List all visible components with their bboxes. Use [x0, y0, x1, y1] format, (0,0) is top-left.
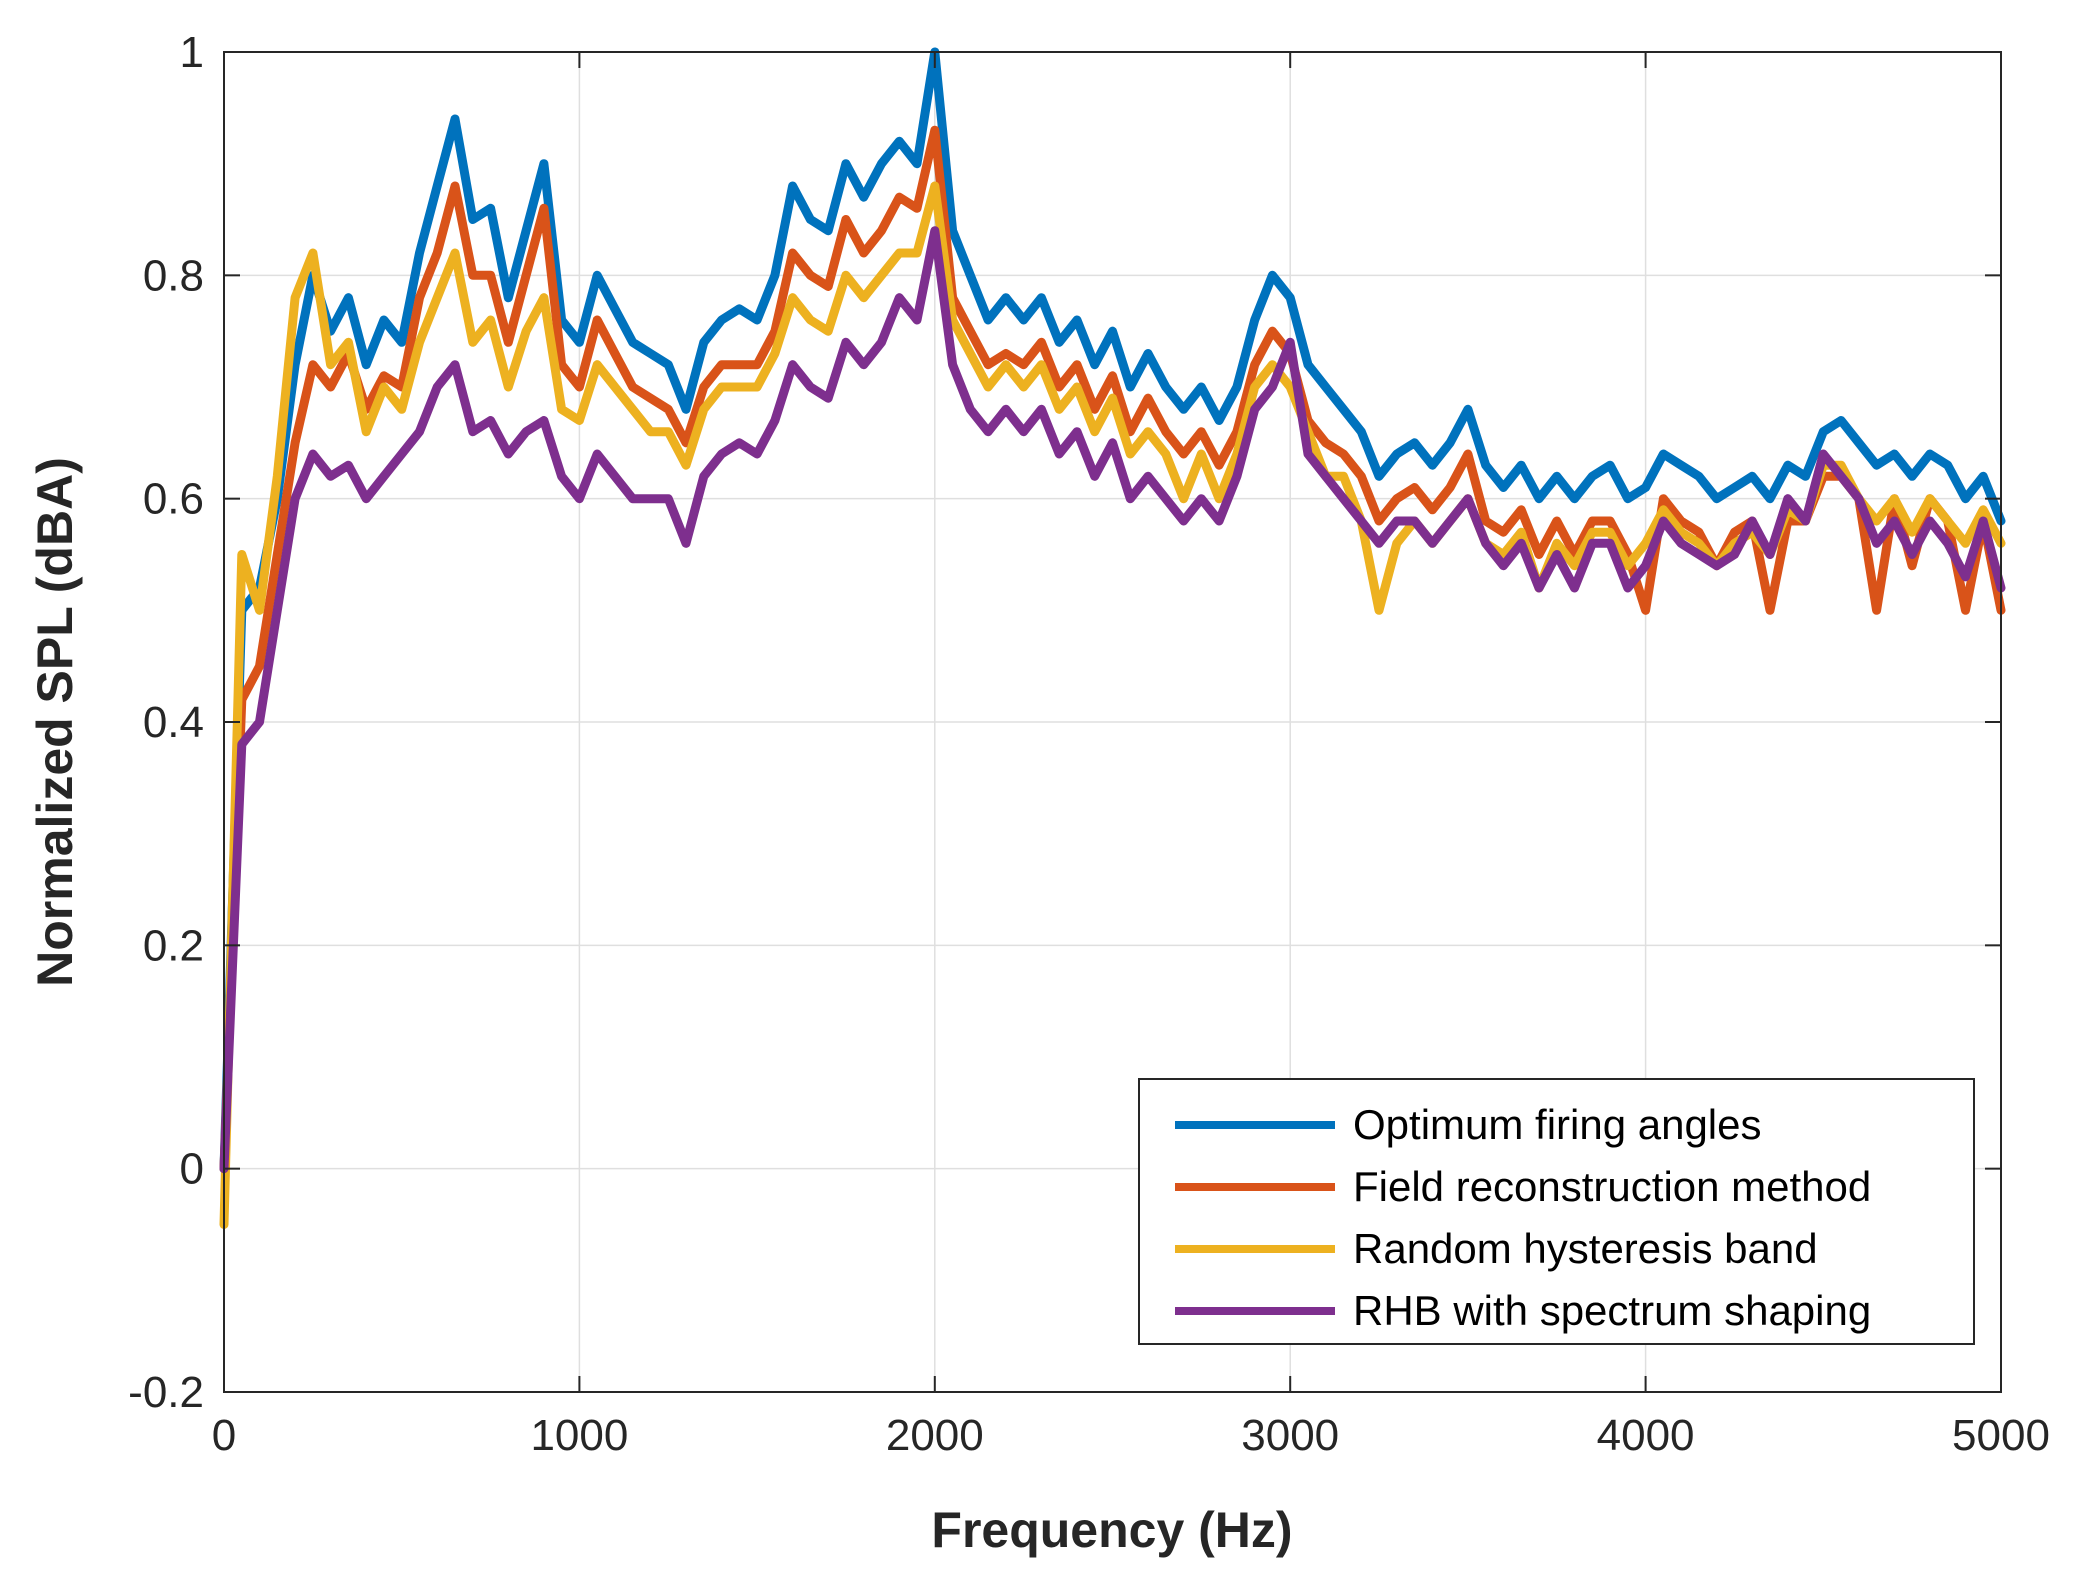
legend-label-optimum-firing-angles: Optimum firing angles: [1353, 1101, 1762, 1148]
series-line-rhb-with-spectrum-shaping: [219, 226, 2006, 1174]
series-line-field-reconstruction-method: [219, 125, 2006, 1174]
y-tick-label: 0.6: [143, 475, 204, 524]
legend-label-field-reconstruction-method: Field reconstruction method: [1353, 1163, 1871, 1210]
y-tick-label: -0.2: [128, 1368, 204, 1417]
x-tick-label: 2000: [886, 1411, 984, 1460]
x-tick-label: 5000: [1952, 1411, 2050, 1460]
legend-label-rhb-with-spectrum-shaping: RHB with spectrum shaping: [1353, 1287, 1871, 1334]
y-tick-label: 0: [180, 1145, 204, 1194]
series-lines: [219, 47, 2006, 1229]
x-tick-label: 4000: [1597, 1411, 1695, 1460]
y-tick-label: 0.4: [143, 698, 204, 747]
legend-items: Optimum firing angles Field reconstructio…: [1175, 1101, 1871, 1334]
y-tick-label: 0.2: [143, 921, 204, 970]
legend-label-random-hysteresis-band: Random hysteresis band: [1353, 1225, 1818, 1272]
legend: Optimum firing angles Field reconstructio…: [1138, 1078, 1975, 1345]
y-axis-title: Normalized SPL (dBA): [27, 457, 83, 987]
x-axis-title: Frequency (Hz): [931, 1502, 1292, 1558]
x-tick-label: 0: [212, 1411, 236, 1460]
y-tick-labels: -0.2 0 0.2 0.4 0.6 0.8 1: [128, 28, 204, 1417]
x-tick-label: 1000: [530, 1411, 628, 1460]
y-tick-label: 0.8: [143, 251, 204, 300]
x-tick-labels: 0 1000 2000 3000 4000 5000: [212, 1411, 2050, 1460]
y-tick-label: 1: [180, 28, 204, 77]
series-line-optimum-firing-angles: [219, 47, 2006, 1174]
tick-marks: [223, 51, 2002, 1393]
series-line-random-hysteresis-band: [219, 181, 2006, 1229]
x-tick-label: 3000: [1241, 1411, 1339, 1460]
